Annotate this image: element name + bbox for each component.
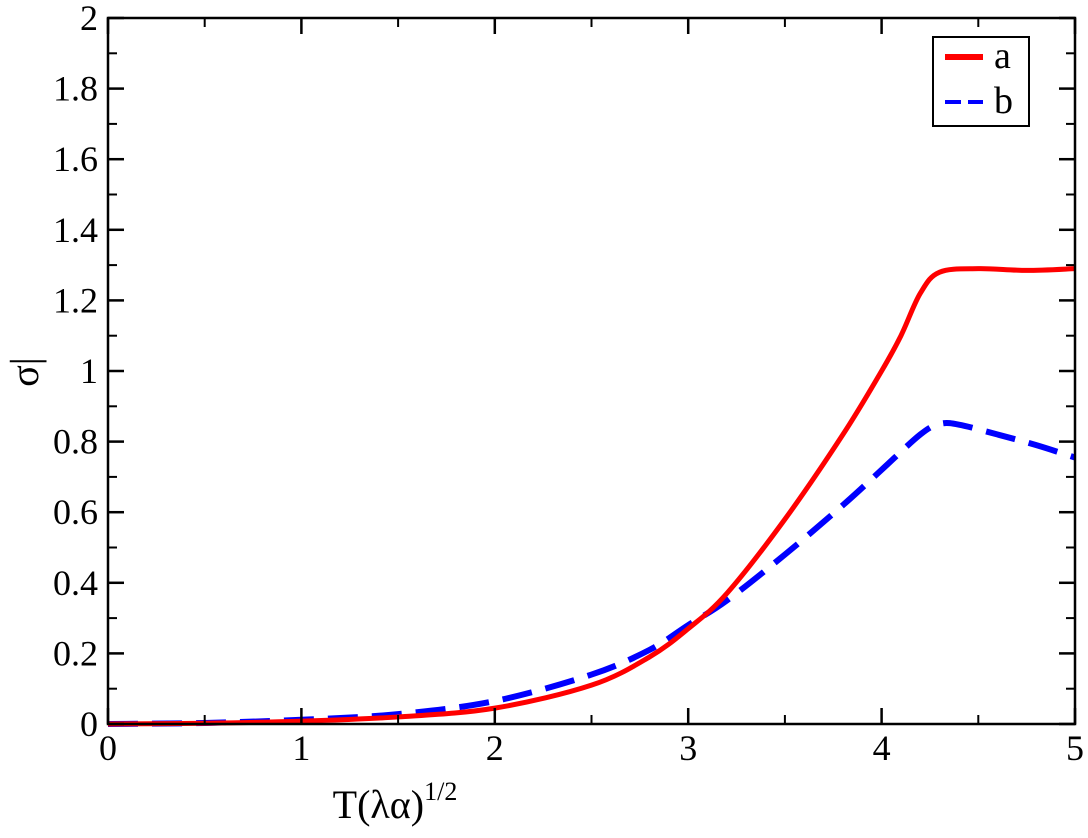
series-b-line (107, 419, 1076, 727)
x-axis-title-superscript: 1/2 (424, 777, 457, 806)
y-tick-label: 2 (80, 0, 98, 38)
y-tick-label: 0.6 (53, 492, 98, 532)
y-tick-label: 1.4 (53, 210, 98, 250)
y-tick-label: 1 (80, 351, 98, 391)
y-tick-label: 0.4 (53, 563, 98, 603)
x-axis-title-base: T(λα) (333, 782, 424, 827)
legend-label-b: b (994, 80, 1013, 122)
y-tick-label: 1.2 (53, 280, 98, 320)
tick-labels: 0 1 2 3 4 5 0 0.2 0.4 0.6 0.8 1 1.2 1.4 1.6 1.8 2 (53, 0, 1084, 768)
y-tick-label: 0.2 (53, 633, 98, 673)
x-tick-label: 0 (99, 728, 117, 768)
ticks-layer (106, 16, 1077, 726)
y-axis-title: σ| (2, 357, 47, 387)
legend-box (932, 36, 1030, 127)
x-tick-label: 4 (873, 728, 891, 768)
legend: a b (932, 35, 1030, 127)
x-tick-label: 5 (1066, 728, 1084, 768)
x-tick-label: 3 (679, 728, 697, 768)
x-axis-title: T(λα)1/2 (333, 777, 458, 827)
x-tick-label: 2 (486, 728, 504, 768)
legend-label-a: a (994, 35, 1011, 77)
y-tick-label: 0 (80, 704, 98, 744)
y-tick-label: 1.6 (53, 139, 98, 179)
y-tick-label: 0.8 (53, 422, 98, 462)
x-tick-label: 1 (292, 728, 310, 768)
series-a-line (107, 266, 1076, 727)
plot-frame (106, 16, 1077, 726)
y-tick-label: 1.8 (53, 69, 98, 109)
series-layer (107, 266, 1076, 727)
